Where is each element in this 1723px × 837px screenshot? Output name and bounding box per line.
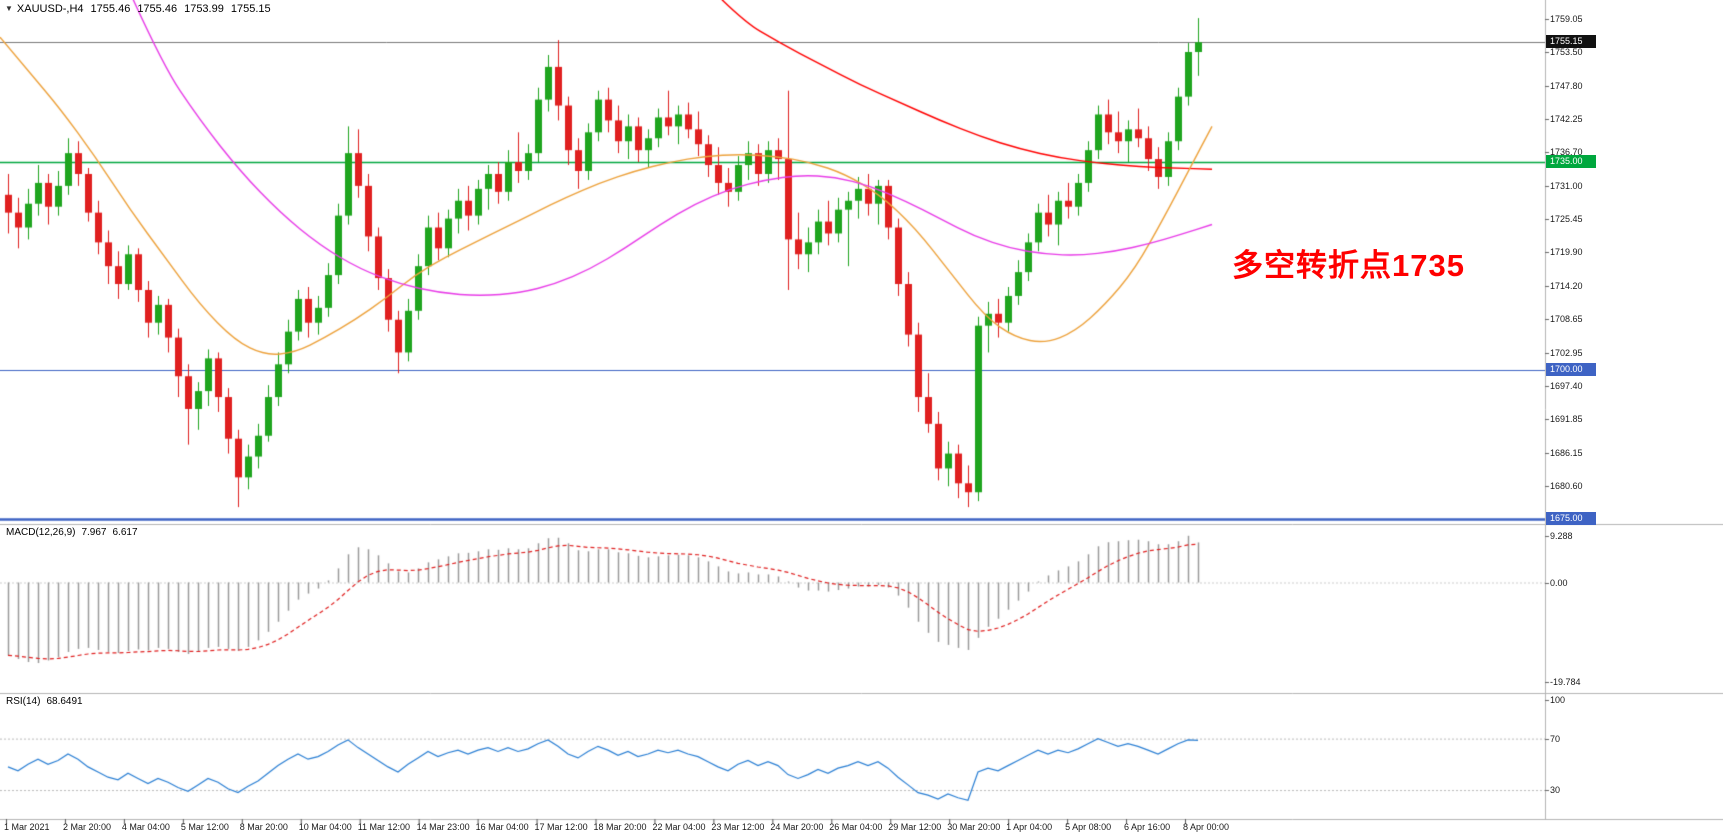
price-axis-label: 1731.00 <box>1550 180 1583 191</box>
macd-name: MACD(12,26,9) <box>6 527 76 538</box>
time-axis-label: 1 Mar 2021 <box>4 822 50 832</box>
level-1675-tag: 1675.00 <box>1546 512 1596 525</box>
price-axis-label: 1719.90 <box>1550 246 1583 257</box>
rsi-indicator-label: RSI(14) 68.6491 <box>6 696 89 707</box>
time-axis-label: 10 Mar 04:00 <box>298 822 352 832</box>
price-axis-label: 1680.60 <box>1550 480 1583 491</box>
price-axis-label: 1759.05 <box>1550 14 1583 24</box>
price-axis-label: 1697.40 <box>1550 380 1583 391</box>
time-axis-label: 11 Mar 12:00 <box>357 822 411 832</box>
time-axis-label: 29 Mar 12:00 <box>888 822 942 832</box>
time-axis-label: 22 Mar 04:00 <box>652 822 706 832</box>
price-axis-label: 1736.70 <box>1550 146 1583 157</box>
ohlc-open: 1755.46 <box>90 3 131 15</box>
price-axis-label: 1714.20 <box>1550 280 1583 291</box>
macd-signal-value: 6.617 <box>112 527 138 538</box>
time-axis-label: 17 Mar 12:00 <box>534 822 588 832</box>
current-price-tag: 1755.15 <box>1546 35 1596 49</box>
time-axis-label: 6 Apr 16:00 <box>1124 822 1171 832</box>
macd-axis-label: 9.288 <box>1550 530 1573 541</box>
time-axis-label: 24 Mar 20:00 <box>770 822 824 832</box>
time-axis-label: 18 Mar 20:00 <box>593 822 647 832</box>
price-axis-label: 1691.85 <box>1550 413 1583 424</box>
symbol-header: ▼ XAUUSD-,H4 1755.46 1755.46 1753.99 1755.15 <box>5 3 271 15</box>
level-1735-tag: 1735.00 <box>1546 155 1596 169</box>
time-axis-label: 14 Mar 23:00 <box>416 822 470 832</box>
time-axis-label: 8 Apr 00:00 <box>1183 822 1230 832</box>
macd-axis-label: -19.784 <box>1550 677 1581 687</box>
price-axis-label: 1686.15 <box>1550 447 1583 458</box>
price-axis-label: 1708.65 <box>1550 313 1583 324</box>
rsi-value: 68.6491 <box>46 696 83 707</box>
ohlc-high: 1755.46 <box>137 3 178 15</box>
ohlc-close: 1755.15 <box>230 3 271 15</box>
time-axis-label: 5 Apr 08:00 <box>1065 822 1112 832</box>
time-axis-label: 30 Mar 20:00 <box>947 822 1001 832</box>
time-axis-label: 26 Mar 04:00 <box>829 822 883 832</box>
time-axis-label: 5 Mar 12:00 <box>180 822 229 832</box>
rsi-axis-label: 30 <box>1550 785 1561 796</box>
rsi-axis-label: 100 <box>1550 695 1566 706</box>
time-axis-label: 4 Mar 04:00 <box>121 822 170 832</box>
price-axis-label: 1753.50 <box>1550 47 1583 58</box>
macd-axis-label: 0.00 <box>1550 577 1568 588</box>
symbol-timeframe: XAUUSD-,H4 <box>16 3 84 15</box>
macd-main-value: 7.967 <box>81 527 107 538</box>
time-axis-label: 8 Mar 20:00 <box>239 822 288 832</box>
rsi-axis-label: 70 <box>1550 733 1561 744</box>
time-axis-label: 23 Mar 12:00 <box>711 822 765 832</box>
time-axis-label: 1 Apr 04:00 <box>1006 822 1053 832</box>
price-axis-label: 1702.95 <box>1550 347 1583 358</box>
price-axis-label: 1725.45 <box>1550 213 1583 224</box>
chart-annotation-text[interactable]: 多空转折点1735 <box>1232 248 1465 283</box>
time-axis-label: 2 Mar 20:00 <box>62 822 111 832</box>
time-axis-label: 16 Mar 04:00 <box>475 822 529 832</box>
rsi-name: RSI(14) <box>6 696 41 707</box>
ohlc-low: 1753.99 <box>184 3 224 15</box>
price-axis-label: 1747.80 <box>1550 80 1583 91</box>
chart-marker-icon[interactable]: ▼ <box>5 4 13 13</box>
macd-indicator-label: MACD(12,26,9) 7.967 6.617 <box>6 527 144 538</box>
level-1700-tag: 1700.00 <box>1546 363 1596 377</box>
price-axis-label: 1742.25 <box>1550 113 1583 124</box>
